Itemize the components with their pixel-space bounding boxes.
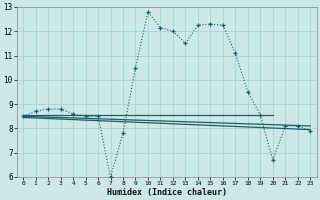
X-axis label: Humidex (Indice chaleur): Humidex (Indice chaleur) — [107, 188, 227, 197]
